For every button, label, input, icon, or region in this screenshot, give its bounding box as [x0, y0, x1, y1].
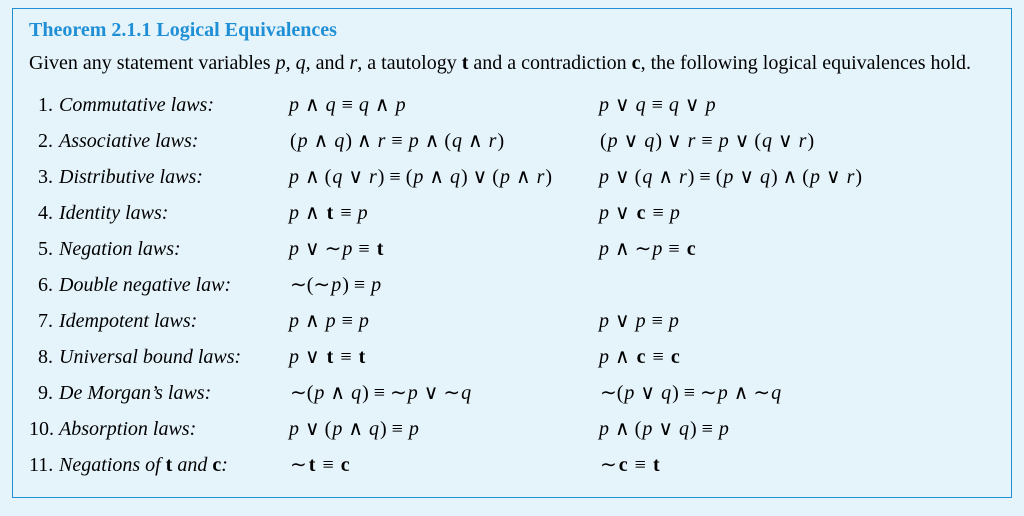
law-number: 2.: [29, 128, 59, 155]
theorem-intro: Given any statement variables p, q, and …: [29, 50, 995, 77]
law-formula-left: p ∧ q ≡ q ∧ p: [289, 92, 599, 119]
law-name: Double negative law:: [59, 272, 289, 299]
law-row: 5.Negation laws:p ∨ ∼p ≡ tp ∧ ∼p ≡ c: [29, 231, 995, 267]
law-name: Universal bound laws:: [59, 344, 289, 371]
intro-contradiction-symbol: c: [632, 52, 641, 74]
law-number: 9.: [29, 380, 59, 407]
law-formula-right: p ∨ (q ∧ r) ≡ (p ∨ q) ∧ (p ∨ r): [599, 164, 899, 191]
law-formula-left: p ∨ t ≡ t: [289, 344, 599, 371]
law-formula-right: p ∨ p ≡ p: [599, 308, 899, 335]
law-number: 5.: [29, 236, 59, 263]
law-name: Associative laws:: [59, 128, 289, 155]
law-formula-right: p ∨ c ≡ p: [599, 200, 899, 227]
law-list: 1.Commutative laws:p ∧ q ≡ q ∧ pp ∨ q ≡ …: [29, 87, 995, 483]
law-name: Commutative laws:: [59, 92, 289, 119]
law-formula-left: ∼(p ∧ q) ≡ ∼p ∨ ∼q: [289, 380, 599, 407]
law-row: 7.Idempotent laws:p ∧ p ≡ pp ∨ p ≡ p: [29, 303, 995, 339]
law-formula-right: p ∧ c ≡ c: [599, 344, 899, 371]
law-formula-right: p ∧ (p ∨ q) ≡ p: [599, 416, 899, 443]
law-formula-right: p ∧ ∼p ≡ c: [599, 236, 899, 263]
law-number: 8.: [29, 344, 59, 371]
intro-text: , the following logical equivalences hol…: [641, 52, 971, 74]
law-name: Absorption laws:: [59, 416, 289, 443]
intro-text: , a tautology: [357, 52, 461, 74]
law-number: 7.: [29, 308, 59, 335]
intro-text: Given any statement variables: [29, 52, 276, 74]
law-row: 10.Absorption laws:p ∨ (p ∧ q) ≡ pp ∧ (p…: [29, 411, 995, 447]
intro-text: and: [311, 52, 350, 74]
law-name: Idempotent laws:: [59, 308, 289, 335]
law-name: Negation laws:: [59, 236, 289, 263]
law-formula-right: (p ∨ q) ∨ r ≡ p ∨ (q ∨ r): [599, 128, 899, 155]
law-formula-left: p ∨ ∼p ≡ t: [289, 236, 599, 263]
law-name: Negations of t and c:: [59, 452, 289, 479]
law-formula-right: ∼(p ∨ q) ≡ ∼p ∧ ∼q: [599, 380, 899, 407]
law-formula-left: p ∧ (q ∨ r) ≡ (p ∧ q) ∨ (p ∧ r): [289, 164, 599, 191]
intro-vars-pq: p, q,: [276, 52, 311, 74]
theorem-box: Theorem 2.1.1 Logical Equivalences Given…: [12, 8, 1012, 498]
law-formula-right: ∼c ≡ t: [599, 452, 899, 479]
law-row: 8.Universal bound laws:p ∨ t ≡ tp ∧ c ≡ …: [29, 339, 995, 375]
law-number: 10.: [29, 416, 59, 443]
law-number: 6.: [29, 272, 59, 299]
law-formula-left: p ∧ p ≡ p: [289, 308, 599, 335]
law-formula-left: ∼t ≡ c: [289, 452, 599, 479]
law-number: 1.: [29, 92, 59, 119]
law-row: 4.Identity laws:p ∧ t ≡ pp ∨ c ≡ p: [29, 195, 995, 231]
intro-text: and a contradiction: [468, 52, 631, 74]
law-number: 11.: [29, 452, 59, 479]
law-name: Identity laws:: [59, 200, 289, 227]
law-formula-left: ∼(∼p) ≡ p: [289, 272, 599, 299]
theorem-title: Theorem 2.1.1 Logical Equivalences: [29, 19, 995, 42]
law-name: Distributive laws:: [59, 164, 289, 191]
law-formula-left: p ∧ t ≡ p: [289, 200, 599, 227]
law-name: De Morgan’s laws:: [59, 380, 289, 407]
law-row: 6.Double negative law:∼(∼p) ≡ p: [29, 267, 995, 303]
law-number: 4.: [29, 200, 59, 227]
law-row: 3.Distributive laws:p ∧ (q ∨ r) ≡ (p ∧ q…: [29, 159, 995, 195]
law-number: 3.: [29, 164, 59, 191]
law-row: 1.Commutative laws:p ∧ q ≡ q ∧ pp ∨ q ≡ …: [29, 87, 995, 123]
law-formula-left: p ∨ (p ∧ q) ≡ p: [289, 416, 599, 443]
law-formula-right: p ∨ q ≡ q ∨ p: [599, 92, 899, 119]
law-row: 9.De Morgan’s laws:∼(p ∧ q) ≡ ∼p ∨ ∼q∼(p…: [29, 375, 995, 411]
law-formula-left: (p ∧ q) ∧ r ≡ p ∧ (q ∧ r): [289, 128, 599, 155]
law-row: 2.Associative laws:(p ∧ q) ∧ r ≡ p ∧ (q …: [29, 123, 995, 159]
law-row: 11.Negations of t and c:∼t ≡ c∼c ≡ t: [29, 447, 995, 483]
